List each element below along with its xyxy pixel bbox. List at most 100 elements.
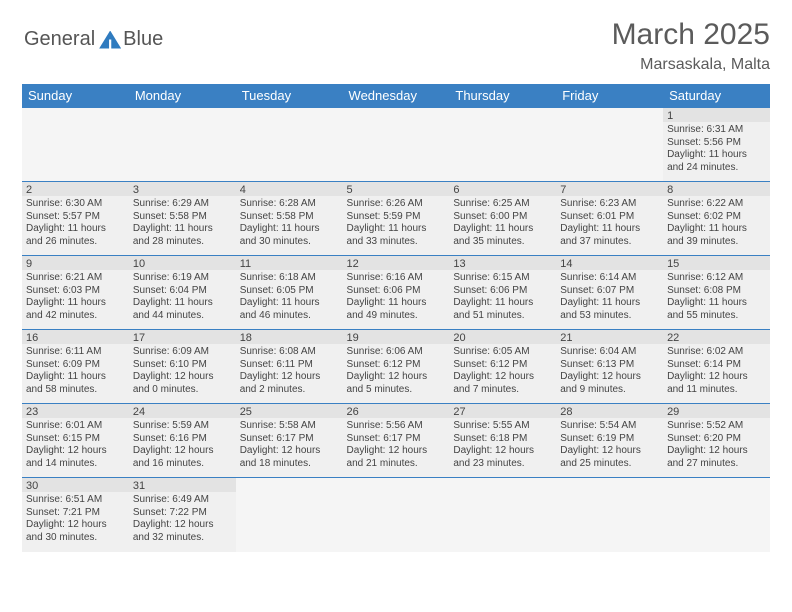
calendar-day-cell: 22Sunrise: 6:02 AMSunset: 6:14 PMDayligh… — [663, 330, 770, 404]
sunrise-line: Sunrise: 6:16 AM — [347, 272, 446, 285]
weekday-header: Friday — [556, 84, 663, 108]
day-info: Sunrise: 6:19 AMSunset: 6:04 PMDaylight:… — [129, 270, 236, 325]
day-info: Sunrise: 6:04 AMSunset: 6:13 PMDaylight:… — [556, 344, 663, 399]
calendar-week-row: 2Sunrise: 6:30 AMSunset: 5:57 PMDaylight… — [22, 182, 770, 256]
calendar-day-cell: 25Sunrise: 5:58 AMSunset: 6:17 PMDayligh… — [236, 404, 343, 478]
sunset-line: Sunset: 6:18 PM — [453, 433, 552, 446]
day-info: Sunrise: 6:05 AMSunset: 6:12 PMDaylight:… — [449, 344, 556, 399]
day-number: 15 — [663, 256, 770, 270]
daylight-line: Daylight: 12 hours and 27 minutes. — [667, 445, 766, 470]
calendar-blank-cell — [556, 108, 663, 182]
daylight-line: Daylight: 12 hours and 11 minutes. — [667, 371, 766, 396]
daylight-line: Daylight: 11 hours and 58 minutes. — [26, 371, 125, 396]
calendar-day-cell: 7Sunrise: 6:23 AMSunset: 6:01 PMDaylight… — [556, 182, 663, 256]
daylight-line: Daylight: 11 hours and 39 minutes. — [667, 223, 766, 248]
daylight-line: Daylight: 11 hours and 26 minutes. — [26, 223, 125, 248]
day-info: Sunrise: 6:49 AMSunset: 7:22 PMDaylight:… — [129, 492, 236, 547]
day-info: Sunrise: 6:51 AMSunset: 7:21 PMDaylight:… — [22, 492, 129, 547]
calendar-week-row: 23Sunrise: 6:01 AMSunset: 6:15 PMDayligh… — [22, 404, 770, 478]
sunrise-line: Sunrise: 6:09 AM — [133, 346, 232, 359]
sail-icon — [99, 31, 121, 49]
sunrise-line: Sunrise: 6:23 AM — [560, 198, 659, 211]
sunset-line: Sunset: 6:13 PM — [560, 359, 659, 372]
weekday-header: Monday — [129, 84, 236, 108]
weekday-header-row: SundayMondayTuesdayWednesdayThursdayFrid… — [22, 84, 770, 108]
sunrise-line: Sunrise: 5:54 AM — [560, 420, 659, 433]
calendar-week-row: 9 Sunrise: 6:21 AMSunset: 6:03 PM Daylight… — [22, 256, 770, 330]
day-info: Sunrise: 6:02 AMSunset: 6:14 PMDaylight:… — [663, 344, 770, 399]
calendar-week-row: 1Sunrise: 6:31 AMSunset: 5:56 PMDaylight… — [22, 108, 770, 182]
day-number: 16 — [22, 330, 129, 344]
calendar-day-cell: 8Sunrise: 6:22 AMSunset: 6:02 PMDaylight… — [663, 182, 770, 256]
sunrise-line: Sunrise: 6:28 AM — [240, 198, 339, 211]
day-info: Sunrise: 5:52 AMSunset: 6:20 PMDaylight:… — [663, 418, 770, 473]
logo-text-blue: Blue — [123, 28, 163, 51]
calendar-table: SundayMondayTuesdayWednesdayThursdayFrid… — [22, 84, 770, 552]
day-number: 31 — [129, 478, 236, 492]
sunrise-line: Sunrise: 6:29 AM — [133, 198, 232, 211]
day-info: Sunrise: 6:23 AMSunset: 6:01 PMDaylight:… — [556, 196, 663, 251]
daylight-line: Daylight: 11 hours and 55 minutes. — [667, 297, 766, 322]
sunset-line: Sunset: 7:22 PM — [133, 507, 232, 520]
calendar-day-cell: 13Sunrise: 6:15 AMSunset: 6:06 PMDayligh… — [449, 256, 556, 330]
calendar-day-cell: 27Sunrise: 5:55 AMSunset: 6:18 PMDayligh… — [449, 404, 556, 478]
calendar-blank-cell — [236, 108, 343, 182]
sunset-line: Sunset: 6:16 PM — [133, 433, 232, 446]
sunrise-line: Sunrise: 5:59 AM — [133, 420, 232, 433]
day-number: 12 — [343, 256, 450, 270]
daylight-line: Daylight: 11 hours and 49 minutes. — [347, 297, 446, 322]
calendar-day-cell: 21Sunrise: 6:04 AMSunset: 6:13 PMDayligh… — [556, 330, 663, 404]
calendar-day-cell: 9Sunrise: 6:21 AMSunset: 6:03 PMDaylight… — [22, 256, 129, 330]
day-number: 14 — [556, 256, 663, 270]
sunrise-line: Sunrise: 6:25 AM — [453, 198, 552, 211]
calendar-day-cell: 1Sunrise: 6:31 AMSunset: 5:56 PMDaylight… — [663, 108, 770, 182]
calendar-day-cell: 28Sunrise: 5:54 AMSunset: 6:19 PMDayligh… — [556, 404, 663, 478]
calendar-blank-cell — [556, 478, 663, 552]
day-info: Sunrise: 5:56 AMSunset: 6:17 PMDaylight:… — [343, 418, 450, 473]
weekday-header: Sunday — [22, 84, 129, 108]
sunrise-line: Sunrise: 6:02 AM — [667, 346, 766, 359]
sunset-line: Sunset: 6:14 PM — [667, 359, 766, 372]
sunset-line: Sunset: 6:03 PM — [26, 285, 125, 298]
day-info: Sunrise: 6:30 AMSunset: 5:57 PMDaylight:… — [22, 196, 129, 251]
day-info: Sunrise: 5:55 AMSunset: 6:18 PMDaylight:… — [449, 418, 556, 473]
daylight-line: Daylight: 11 hours and 46 minutes. — [240, 297, 339, 322]
sunset-line: Sunset: 7:21 PM — [26, 507, 125, 520]
sunset-line: Sunset: 6:12 PM — [347, 359, 446, 372]
sunset-line: Sunset: 6:05 PM — [240, 285, 339, 298]
calendar-day-cell: 5Sunrise: 6:26 AMSunset: 5:59 PMDaylight… — [343, 182, 450, 256]
sunset-line: Sunset: 5:57 PM — [26, 211, 125, 224]
sunrise-line: Sunrise: 6:26 AM — [347, 198, 446, 211]
day-number: 22 — [663, 330, 770, 344]
day-number: 26 — [343, 404, 450, 418]
calendar-day-cell: 3Sunrise: 6:29 AMSunset: 5:58 PMDaylight… — [129, 182, 236, 256]
day-number: 11 — [236, 256, 343, 270]
sunset-line: Sunset: 6:08 PM — [667, 285, 766, 298]
weekday-header: Wednesday — [343, 84, 450, 108]
sunset-line: Sunset: 6:20 PM — [667, 433, 766, 446]
daylight-line: Daylight: 11 hours and 28 minutes. — [133, 223, 232, 248]
day-number: 2 — [22, 182, 129, 196]
day-info: Sunrise: 6:18 AMSunset: 6:05 PMDaylight:… — [236, 270, 343, 325]
calendar-day-cell: 6Sunrise: 6:25 AMSunset: 6:00 PMDaylight… — [449, 182, 556, 256]
day-number: 4 — [236, 182, 343, 196]
calendar-blank-cell — [236, 478, 343, 552]
day-info: Sunrise: 6:16 AMSunset: 6:06 PMDaylight:… — [343, 270, 450, 325]
day-info: Sunrise: 5:58 AMSunset: 6:17 PMDaylight:… — [236, 418, 343, 473]
location-subtitle: Marsaskala, Malta — [22, 56, 770, 74]
sunrise-line: Sunrise: 6:01 AM — [26, 420, 125, 433]
sunrise-line: Sunrise: 5:58 AM — [240, 420, 339, 433]
calendar-day-cell: 14Sunrise: 6:14 AMSunset: 6:07 PMDayligh… — [556, 256, 663, 330]
daylight-line: Daylight: 12 hours and 9 minutes. — [560, 371, 659, 396]
day-number: 9 — [22, 256, 129, 270]
sunset-line: Sunset: 6:17 PM — [347, 433, 446, 446]
calendar-day-cell: 23Sunrise: 6:01 AMSunset: 6:15 PMDayligh… — [22, 404, 129, 478]
sunset-line: Sunset: 6:09 PM — [26, 359, 125, 372]
calendar-blank-cell — [343, 478, 450, 552]
calendar-day-cell: 4Sunrise: 6:28 AMSunset: 5:58 PMDaylight… — [236, 182, 343, 256]
sunrise-line: Sunrise: 6:08 AM — [240, 346, 339, 359]
calendar-day-cell: 20Sunrise: 6:05 AMSunset: 6:12 PMDayligh… — [449, 330, 556, 404]
sunrise-line: Sunrise: 6:21 AM — [26, 272, 125, 285]
sunrise-line: Sunrise: 5:55 AM — [453, 420, 552, 433]
day-info: Sunrise: 6:22 AMSunset: 6:02 PMDaylight:… — [663, 196, 770, 251]
